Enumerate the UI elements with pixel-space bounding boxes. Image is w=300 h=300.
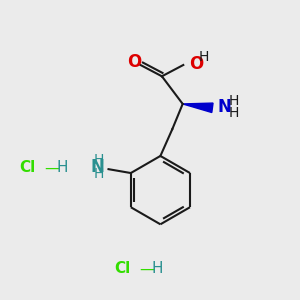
Text: N: N (218, 98, 232, 116)
Text: O: O (127, 53, 141, 71)
Text: Cl: Cl (114, 261, 130, 276)
Text: —: — (44, 160, 60, 175)
Text: H: H (199, 50, 209, 64)
Text: —: — (140, 261, 155, 276)
Text: N: N (90, 158, 104, 176)
Text: H: H (229, 94, 239, 108)
Text: H: H (152, 261, 163, 276)
Text: O: O (189, 55, 203, 73)
Text: H: H (56, 160, 68, 175)
Text: H: H (94, 167, 104, 181)
Text: H: H (94, 153, 104, 167)
Polygon shape (183, 103, 213, 112)
Text: Cl: Cl (19, 160, 35, 175)
Text: H: H (229, 106, 239, 120)
